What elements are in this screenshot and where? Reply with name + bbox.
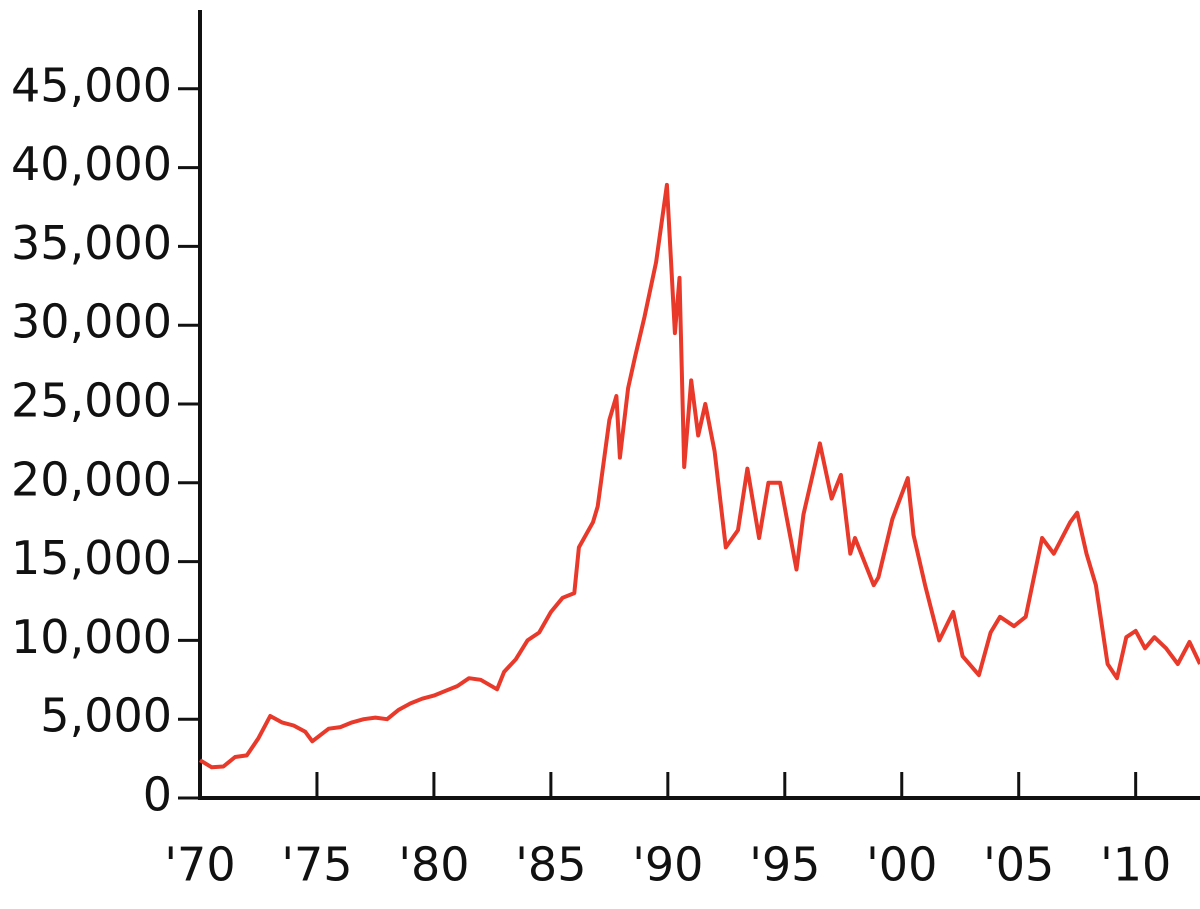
x-tick-label: '70 [164,838,235,892]
y-tick-label: 20,000 [11,452,172,506]
x-tick-label: '75 [281,838,352,892]
x-tick-label: '80 [398,838,469,892]
y-tick-label: 25,000 [11,374,172,428]
y-tick-label: 35,000 [11,216,172,270]
y-tick-label: 40,000 [11,137,172,191]
y-tick-label: 30,000 [11,295,172,349]
x-tick-label: '85 [515,838,586,892]
y-tick-label: 15,000 [11,531,172,585]
y-tick-label: 0 [143,768,172,822]
x-tick-label: '00 [866,838,937,892]
x-tick-label: '95 [749,838,820,892]
x-tick-label: '05 [983,838,1054,892]
y-tick-label: 5,000 [40,689,172,743]
x-tick-label: '90 [632,838,703,892]
x-tick-label: '10 [1100,838,1171,892]
y-tick-label: 45,000 [11,58,172,112]
y-tick-label: 10,000 [11,610,172,664]
line [198,182,1200,770]
